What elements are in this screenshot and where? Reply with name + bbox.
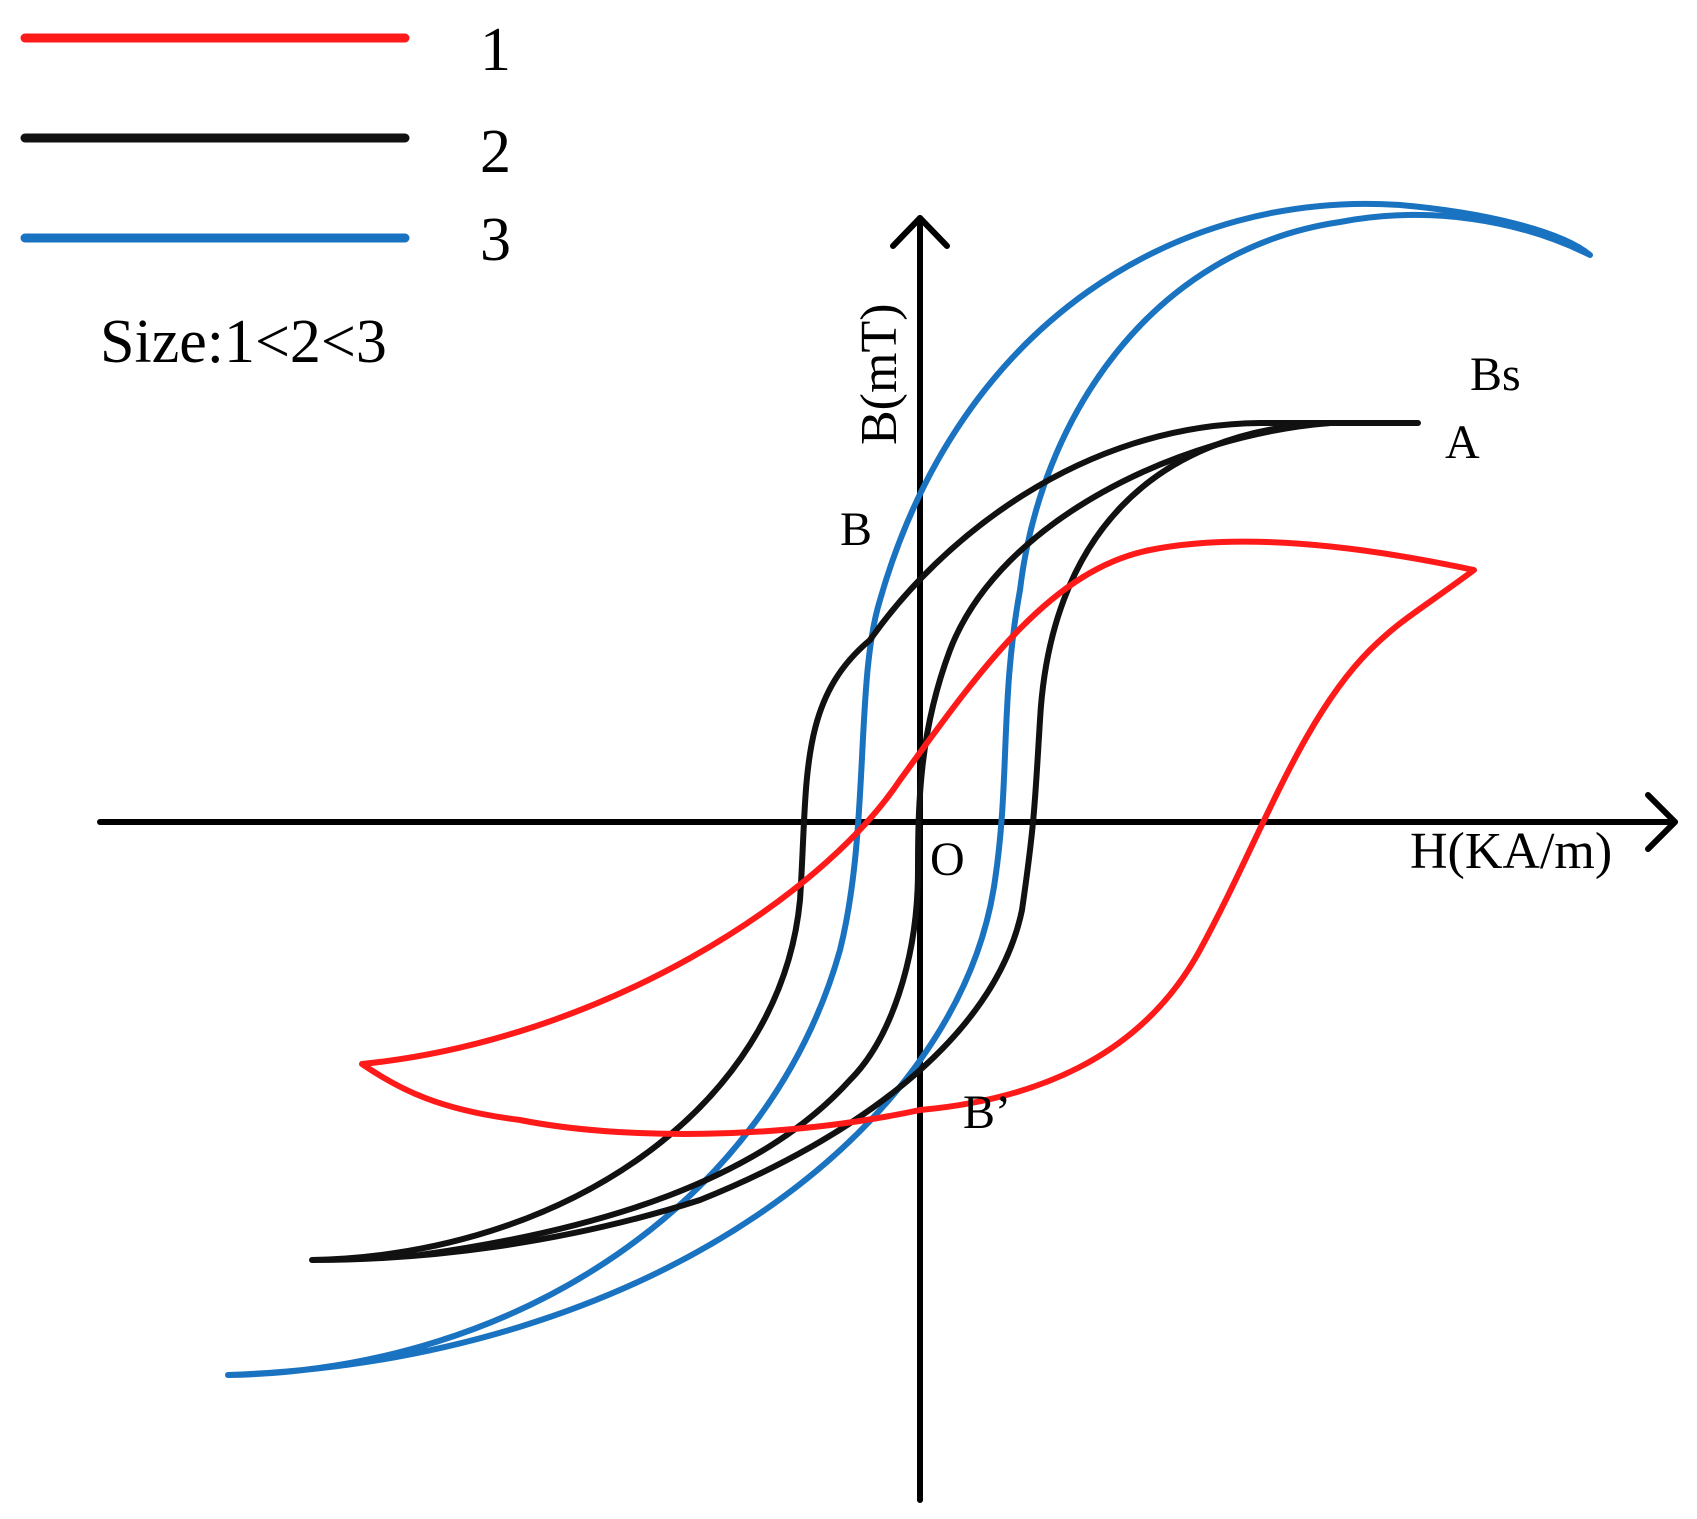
y-axis-arrow xyxy=(890,215,950,249)
x-axis-arrow xyxy=(1645,792,1678,852)
legend-label-3: 3 xyxy=(480,206,511,274)
point-label-bs: Bs xyxy=(1470,348,1521,401)
curve-2-black-inner xyxy=(417,420,1333,1258)
origin-label: O xyxy=(930,833,965,886)
point-label-a: A xyxy=(1445,416,1480,469)
point-label-b: B xyxy=(840,503,872,556)
legend: 1 2 3 Size:1<2<3 xyxy=(20,16,511,376)
point-label-b-prime: B’ xyxy=(963,1086,1011,1139)
labels: H(KA/m) B(mT) O Bs A B B’ xyxy=(840,303,1612,1139)
x-axis-label: H(KA/m) xyxy=(1410,823,1612,880)
legend-label-2: 2 xyxy=(480,118,511,186)
curve-3-blue xyxy=(225,200,1593,1378)
curves xyxy=(225,200,1593,1378)
y-axis-label: B(mT) xyxy=(851,303,908,445)
legend-label-1: 1 xyxy=(480,16,511,84)
size-note: Size:1<2<3 xyxy=(100,308,387,376)
curve-1-red xyxy=(359,538,1477,1137)
curve-2-black xyxy=(309,420,1421,1263)
